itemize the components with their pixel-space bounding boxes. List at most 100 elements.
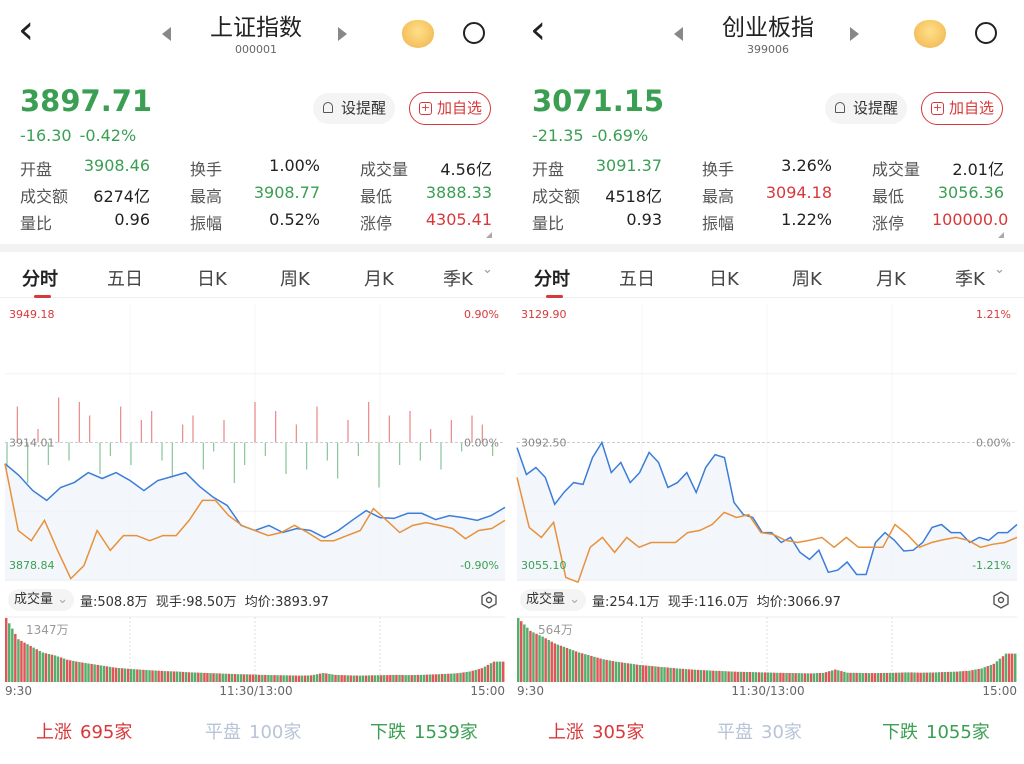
breadth-down[interactable]: 下跌 1055家 bbox=[882, 718, 990, 744]
breadth-flat[interactable]: 平盘 100家 bbox=[205, 718, 301, 744]
header-bar: ‹ 创业板指 399006 bbox=[512, 0, 1024, 72]
volume-indicator-select[interactable]: 成交量 ⌄ bbox=[520, 589, 587, 611]
average-line bbox=[4, 463, 506, 580]
add-watchlist-button[interactable]: + 加自选 bbox=[921, 92, 1003, 125]
volume-bar bbox=[882, 672, 886, 682]
volume-bar bbox=[748, 672, 752, 682]
volume-chart[interactable]: 564万 9:30 11:30/13:00 15:00 bbox=[512, 615, 1024, 715]
volume-bar bbox=[885, 672, 889, 682]
stat-label: 换手 bbox=[190, 160, 223, 179]
volume-bar bbox=[187, 672, 191, 682]
volume-bar bbox=[337, 675, 340, 682]
volume-bar bbox=[864, 673, 868, 682]
tab-2[interactable]: 日K bbox=[709, 269, 739, 290]
volume-bar bbox=[334, 674, 337, 682]
breadth-flat[interactable]: 平盘 30家 bbox=[717, 718, 802, 744]
volume-bar bbox=[605, 659, 608, 682]
chevron-down-icon[interactable]: ⌄ bbox=[994, 262, 1005, 277]
volume-bar bbox=[441, 674, 444, 682]
volume-bar bbox=[876, 673, 880, 682]
volume-bar bbox=[745, 672, 749, 682]
tab-1[interactable]: 五日 bbox=[107, 269, 143, 290]
bell-icon bbox=[323, 102, 333, 113]
tab-4[interactable]: 月K bbox=[876, 269, 906, 290]
volume-bar bbox=[760, 672, 764, 682]
volume-bar bbox=[419, 674, 423, 682]
stat-label: 最低 bbox=[360, 187, 393, 206]
mascot-icon[interactable] bbox=[914, 20, 946, 48]
volume-bar bbox=[574, 651, 578, 682]
tab-5[interactable]: 季K bbox=[955, 269, 985, 290]
tab-3[interactable]: 周K bbox=[792, 269, 822, 290]
volume-bar bbox=[44, 653, 48, 682]
volume-bar bbox=[200, 672, 203, 682]
volume-bar bbox=[245, 674, 249, 682]
volume-bar bbox=[291, 675, 295, 682]
breadth-up-count: 695家 bbox=[80, 722, 133, 743]
volume-bar bbox=[215, 673, 218, 682]
add-watchlist-label: 加自选 bbox=[437, 99, 483, 117]
volume-bar bbox=[639, 665, 642, 682]
volume-bar bbox=[227, 673, 231, 682]
breadth-down[interactable]: 下跌 1539家 bbox=[370, 718, 478, 744]
volume-bar bbox=[928, 672, 932, 682]
tab-4[interactable]: 月K bbox=[364, 269, 394, 290]
volume-bar bbox=[767, 672, 770, 682]
volume-bar bbox=[127, 668, 130, 682]
stat-label: 量比 bbox=[532, 214, 565, 233]
volume-bar bbox=[648, 665, 651, 682]
volume-bar bbox=[175, 671, 179, 682]
intraday-chart[interactable]: 3129.90 1.21% 3092.50 0.00% 3055.10 -1.21% bbox=[512, 300, 1024, 590]
volume-bar bbox=[675, 668, 678, 682]
volume-bar bbox=[72, 660, 75, 682]
volume-bar bbox=[389, 675, 392, 682]
period-tabs: 分时 五日 日K 周K 月K 季K ⌄ bbox=[512, 256, 1024, 298]
back-icon[interactable]: ‹ bbox=[530, 7, 546, 53]
settings-hexagon-icon[interactable] bbox=[481, 591, 497, 609]
tab-0[interactable]: 分时 bbox=[22, 269, 58, 290]
tab-0[interactable]: 分时 bbox=[534, 269, 570, 290]
breadth-up[interactable]: 上涨 695家 bbox=[36, 718, 132, 744]
prev-stock-arrow-icon[interactable] bbox=[674, 27, 683, 41]
tab-5[interactable]: 季K bbox=[443, 269, 473, 290]
next-stock-arrow-icon[interactable] bbox=[338, 27, 347, 41]
volume-bar bbox=[172, 671, 176, 682]
tab-1[interactable]: 五日 bbox=[619, 269, 655, 290]
settings-hexagon-icon[interactable] bbox=[993, 591, 1009, 609]
volume-bar bbox=[309, 675, 313, 682]
next-stock-arrow-icon[interactable] bbox=[850, 27, 859, 41]
volume-indicator-select[interactable]: 成交量 ⌄ bbox=[8, 589, 75, 611]
search-icon[interactable] bbox=[975, 22, 997, 44]
tab-2[interactable]: 日K bbox=[197, 269, 227, 290]
volume-bar bbox=[486, 664, 490, 682]
expand-corner-icon[interactable] bbox=[486, 232, 492, 238]
tab-3[interactable]: 周K bbox=[280, 269, 310, 290]
volume-bar bbox=[453, 673, 456, 682]
add-watchlist-button[interactable]: + 加自选 bbox=[409, 92, 491, 125]
volume-bar bbox=[194, 672, 197, 682]
volume-bar bbox=[718, 670, 721, 682]
volume-bar bbox=[843, 671, 846, 682]
back-icon[interactable]: ‹ bbox=[18, 7, 34, 53]
change-value: -16.30 bbox=[20, 126, 72, 145]
volume-bar bbox=[925, 672, 928, 682]
volume-bar bbox=[151, 670, 154, 682]
volume-bar bbox=[252, 674, 255, 682]
prev-stock-arrow-icon[interactable] bbox=[162, 27, 171, 41]
set-reminder-button[interactable]: 设提醒 bbox=[825, 93, 907, 124]
chevron-down-icon[interactable]: ⌄ bbox=[482, 262, 493, 277]
volume-bar bbox=[1007, 653, 1011, 682]
mascot-icon[interactable] bbox=[402, 20, 434, 48]
set-reminder-button[interactable]: 设提醒 bbox=[313, 93, 395, 124]
volume-chart[interactable]: 1347万 9:30 11:30/13:00 15:00 bbox=[0, 615, 512, 715]
expand-corner-icon[interactable] bbox=[998, 232, 1004, 238]
search-icon[interactable] bbox=[463, 22, 485, 44]
stat-value: 3091.37 bbox=[595, 156, 662, 175]
breadth-down-count: 1055家 bbox=[926, 722, 990, 743]
volume-bar bbox=[325, 673, 328, 682]
intraday-chart[interactable]: 3949.18 0.90% 3914.01 0.00% 3878.84 -0.90% bbox=[0, 300, 512, 590]
active-tab-indicator bbox=[34, 295, 51, 298]
breadth-up[interactable]: 上涨 305家 bbox=[548, 718, 644, 744]
volume-bar bbox=[895, 672, 898, 682]
